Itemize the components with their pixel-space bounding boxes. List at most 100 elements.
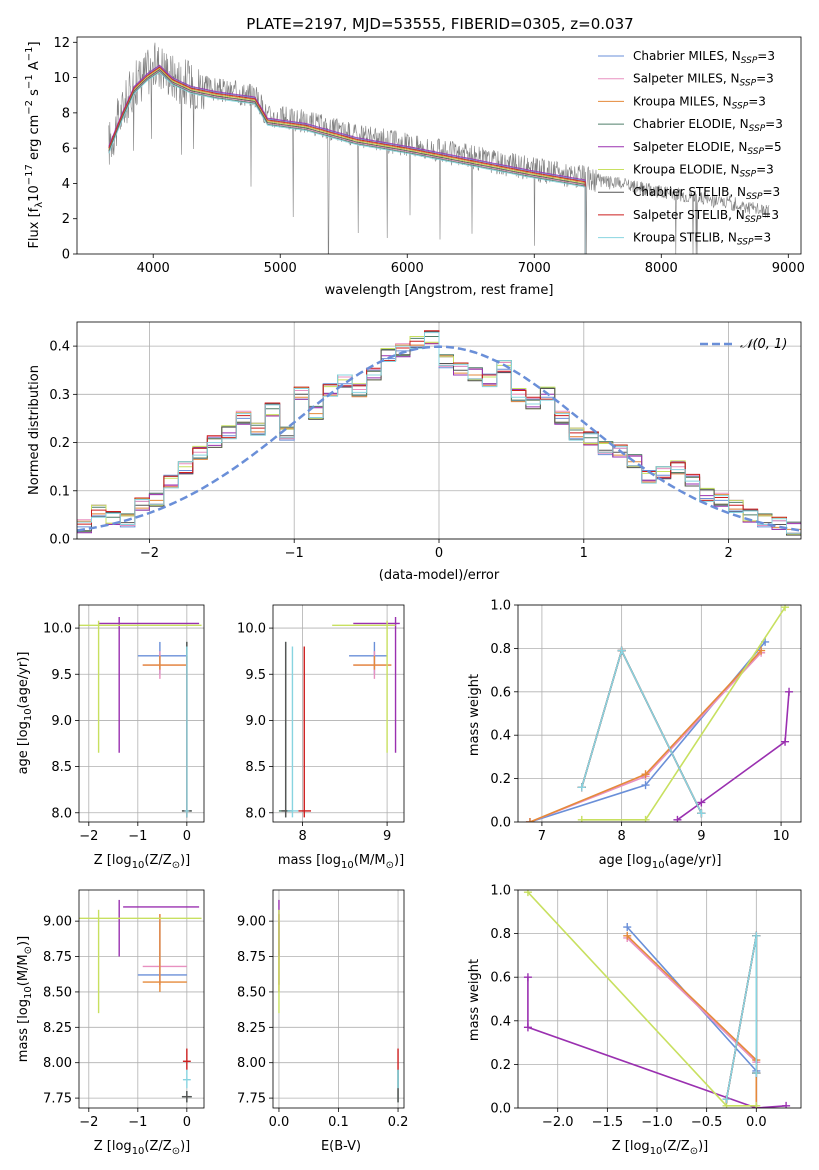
legend-entry: Chabrier MILES, NSSP=3 — [633, 49, 775, 66]
plot-area — [523, 890, 791, 1108]
axes-mass-vs-Z: −2 −1 07.758.008.258.508.759.00Z [log10(Z/… — [16, 889, 205, 1157]
legend-entry: Kroupa MILES, NSSP=3 — [633, 94, 766, 111]
x-tick-label: 0.2 — [388, 1115, 409, 1130]
legend-text: =3 — [753, 231, 771, 245]
plot-area — [278, 899, 399, 1103]
x-tick-label: 0.0 — [746, 1115, 767, 1130]
spectrum-data-line — [108, 42, 770, 254]
residual-x-label: (data-model)/error — [379, 568, 500, 583]
legend-text: =3 — [757, 49, 775, 63]
y-tick-label: 0.1 — [49, 484, 70, 499]
label-subscript: ⊙ — [172, 860, 180, 871]
spectrum-model-line — [108, 67, 586, 254]
legend-subscript: SSP — [740, 79, 757, 89]
legend-text: Salpeter STELIB, N — [633, 208, 745, 222]
y-tick-label: 0.4 — [49, 340, 70, 355]
axes-frame: 7 8 9 10 0.0 0.2 0.4 0.6 0.8 1.0 mass weight age [l… — [467, 599, 802, 871]
y-tick-label: 8.0 — [245, 806, 266, 821]
weight-line — [529, 650, 762, 822]
weight-line — [529, 652, 762, 822]
label-text: (Z/Z — [662, 1139, 689, 1154]
legend-text: =3 — [748, 94, 766, 108]
y-tick-label: 9.0 — [51, 714, 72, 729]
weight-line — [529, 641, 766, 822]
weight-marker — [782, 1101, 791, 1108]
label-text: age [log — [16, 721, 31, 774]
axes-spectrum: 4000 5000 6000 7000 8000 9000 0 2 4 6 8 10 12 Flux [f… — [24, 36, 805, 298]
legend-subscript: SSP — [740, 170, 757, 180]
weight-line — [626, 937, 758, 1108]
legend-entry: Chabrier STELIB, NSSP=3 — [633, 185, 780, 202]
weight-marker — [617, 646, 626, 655]
x-tick-label: −1.0 — [641, 1115, 673, 1130]
legend-text: =3 — [763, 185, 781, 199]
plot-area — [108, 42, 770, 254]
label-text: (Z/Z — [144, 1139, 171, 1154]
label-subscript: ⊙ — [172, 1146, 180, 1157]
label-text: Z [log — [94, 1139, 132, 1154]
weight-marker — [752, 1069, 761, 1078]
y-tick-label: 0.0 — [490, 1102, 511, 1117]
x-tick-label: 8000 — [645, 261, 678, 276]
weight-marker — [752, 1101, 761, 1108]
legend-subscript: SSP — [745, 215, 762, 225]
y-tick-label: 8.25 — [43, 1021, 72, 1036]
y-tick-label: 0.4 — [490, 729, 511, 744]
axes-frame: −2 −1 07.758.008.258.508.759.00Z [log10(Z/… — [16, 889, 205, 1157]
y-tick-label: 9.00 — [43, 915, 72, 930]
plot-area — [79, 617, 202, 818]
weight-marker — [523, 973, 532, 982]
label-subscript: ⊙ — [23, 946, 34, 954]
label-text: )] — [394, 853, 404, 868]
weight-line — [725, 935, 758, 1100]
label-subscript: λ — [34, 202, 45, 208]
weight-marker — [525, 818, 534, 822]
y-tick-label: 8.75 — [43, 950, 72, 965]
x-tick-label: 9000 — [772, 261, 805, 276]
y-tick-label: 8.0 — [51, 806, 72, 821]
axes-frame: −2.0 −1.5 −1.0 −0.5 0.0 0.0 0.2 0.4 0.6 0.8 1.0 mas… — [467, 884, 802, 1157]
plot-area — [278, 617, 400, 818]
x-tick-label: 0.0 — [269, 1115, 290, 1130]
y-tick-label: 9.5 — [51, 668, 72, 683]
y-tick-label: 0.6 — [490, 971, 511, 986]
weight-marker — [577, 783, 586, 792]
label-text: age [log — [599, 853, 652, 868]
y-tick-label: 0.2 — [490, 1058, 511, 1073]
y-tick-label: 7.75 — [43, 1092, 72, 1107]
y-tick-label: 8.25 — [237, 1021, 266, 1036]
weight-line — [676, 691, 790, 821]
legend-text: Kroupa ELODIE, N — [633, 163, 740, 177]
spectrum-model-line — [108, 69, 586, 254]
label-text: erg cm — [27, 115, 42, 164]
spectrum-model-line — [108, 69, 586, 254]
weight-line — [527, 891, 757, 1107]
legend-entry: Kroupa STELIB, NSSP=3 — [633, 231, 771, 248]
label-text: (M/M — [354, 853, 386, 868]
axes-border — [272, 604, 405, 823]
weight-line — [581, 648, 703, 814]
y-tick-label: 0.6 — [490, 685, 511, 700]
weight-marker — [641, 770, 650, 779]
xlabel-label: Z [log10(Z/Z⊙)] — [94, 853, 190, 871]
legend-text: =5 — [764, 140, 782, 154]
axes-weight-vs-Z: −2.0 −1.5 −1.0 −0.5 0.0 0.0 0.2 0.4 0.6 0.8 1.0 mas… — [467, 884, 802, 1157]
weight-marker — [673, 815, 682, 822]
x-tick-label: 9 — [697, 829, 705, 844]
weight-marker — [641, 815, 650, 822]
legend-text: Chabrier ELODIE, N — [633, 117, 749, 131]
legend-entry: Kroupa ELODIE, NSSP=3 — [633, 163, 774, 180]
y-tick-label: 9.00 — [237, 915, 266, 930]
x-tick-label: −1 — [128, 829, 147, 844]
spectrum-model-line — [108, 66, 586, 254]
legend-text: Kroupa STELIB, N — [633, 231, 737, 245]
axes-frame: 0.0 0.1 0.2 7.75 8.00 8.25 8.50 8.75 9.00 E(B-V) — [237, 889, 409, 1154]
weight-marker — [697, 798, 706, 807]
ylabel-label: age [log10(age/yr)] — [16, 652, 34, 775]
spectrum-model-line — [108, 70, 586, 254]
y-tick-label: 7.75 — [237, 1092, 266, 1107]
y-tick-label: 0.0 — [490, 816, 511, 831]
y-tick-label: 8.50 — [237, 985, 266, 1000]
y-tick-label: 0.0 — [49, 533, 70, 548]
